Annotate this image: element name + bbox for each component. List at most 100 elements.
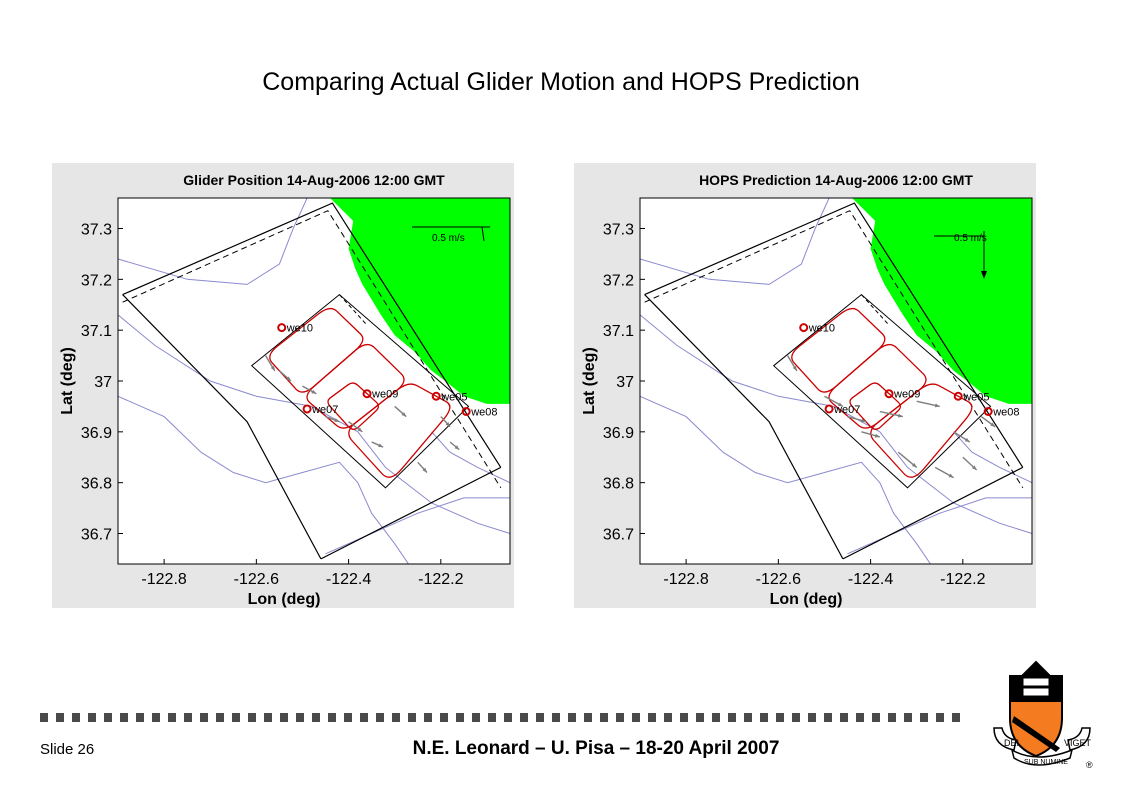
bathymetry-contour [118,198,308,285]
x-tick-label: -122.4 [326,571,371,588]
current-vector-head [454,445,460,450]
station-label: we08 [992,407,1019,419]
current-vector-head [971,465,977,470]
domain-dashed-boundary [122,210,502,489]
domain-boundary [644,202,1024,468]
logo-motto-right: VIGET [1064,738,1092,748]
station-marker [824,404,834,414]
map-layer [640,198,1032,564]
station-label: we07 [311,404,338,416]
station-marker [461,407,471,416]
bathymetry-contour [640,198,830,285]
station-marker [362,389,372,399]
bathymetry-contour [118,314,510,534]
domain-dashed-boundary [644,210,1024,489]
station-marker [799,323,809,333]
chart-title: Glider Position 14-Aug-2006 12:00 GMT [183,172,445,188]
station-marker [953,391,963,401]
bathymetry-contour [640,395,931,564]
station-label: we05 [440,391,467,403]
current-vector-head [934,403,940,408]
bathymetry-contour [953,431,1032,484]
y-tick-label: 37.1 [81,323,112,340]
sampling-box [250,293,470,489]
y-tick-label: 36.9 [603,425,634,442]
station-label: we10 [808,323,835,335]
station-label: we05 [962,391,989,403]
current-vector-head [286,376,291,381]
current-vector-head [401,412,407,417]
current-vector-head [445,422,451,427]
glider-track-loop [870,383,973,478]
land-area [330,198,510,404]
station-label: we10 [286,323,313,335]
domain-boundary [320,466,502,560]
glider-track-loop [348,383,451,478]
station-marker [884,389,894,399]
y-tick-label: 36.8 [81,476,112,493]
station-label: we08 [470,407,497,419]
princeton-shield-logo: DEI SUB NUMINE VIGET ® [990,658,1100,773]
x-axis-label: Lon (deg) [248,591,321,608]
station-marker [431,391,441,401]
current-vector-head [837,402,843,407]
x-tick-label: -122.8 [663,571,708,588]
x-tick-label: -122.8 [141,571,186,588]
current-vector-head [311,389,317,394]
glider-track-loop [849,382,902,430]
current-vector-head [964,437,970,442]
domain-boundary [842,466,1024,560]
y-axis-label: Lat (deg) [59,347,76,415]
current-vector-head [897,413,903,418]
current-vector-head [911,462,917,468]
y-tick-label: 37.2 [603,272,634,289]
chart-title: HOPS Prediction 14-Aug-2006 12:00 GMT [699,172,973,188]
current-vector-head [874,433,880,438]
x-tick-label: -122.2 [940,571,985,588]
map-layer [118,198,510,564]
y-tick-label: 36.7 [603,527,634,544]
x-tick-label: -122.6 [234,571,279,588]
slide-title: Comparing Actual Glider Motion and HOPS … [262,68,860,96]
current-vector-head [270,365,275,371]
x-tick-label: -122.2 [418,571,463,588]
y-tick-label: 36.9 [81,425,112,442]
domain-boundary [122,294,322,560]
current-vector-head [948,473,954,478]
y-tick-label: 37.3 [81,222,112,239]
station-label: we09 [371,389,398,401]
scale-arrow-head [981,271,987,279]
registered-mark: ® [1086,760,1093,770]
glider-track-loop [327,382,380,430]
y-tick-label: 37.1 [603,323,634,340]
current-vector-head [357,427,363,432]
x-tick-label: -122.6 [756,571,801,588]
station-label: we09 [893,389,920,401]
logo-motto-center: SUB NUMINE [1024,759,1068,766]
y-axis-label: Lat (deg) [581,347,598,415]
sampling-box [772,293,992,489]
x-tick-label: -122.4 [848,571,893,588]
scale-arrow [481,226,485,242]
domain-boundary [122,202,502,468]
bathymetry-contour [118,395,409,564]
land-area [852,198,1032,404]
domain-boundary [644,294,844,560]
glider-position-chart: we10 we09 we07 we05 we08 0.5 m/s Glider Positi… [52,163,514,608]
current-vector-head [990,422,996,427]
logo-motto-left: DEI [1004,738,1019,748]
scale-label: 0.5 m/s [432,233,465,244]
current-vector-head [861,418,866,423]
y-tick-label: 37 [616,374,634,391]
bathymetry-contour [431,431,510,484]
y-tick-label: 36.7 [81,527,112,544]
station-marker [302,404,312,414]
station-marker [277,323,287,333]
footer-text: N.E. Leonard – U. Pisa – 18-20 April 200… [412,738,780,759]
station-marker [983,407,993,416]
x-axis-label: Lon (deg) [770,591,843,608]
scale-label: 0.5 m/s [954,233,987,244]
current-vector-head [792,365,797,371]
y-tick-label: 36.8 [603,476,634,493]
